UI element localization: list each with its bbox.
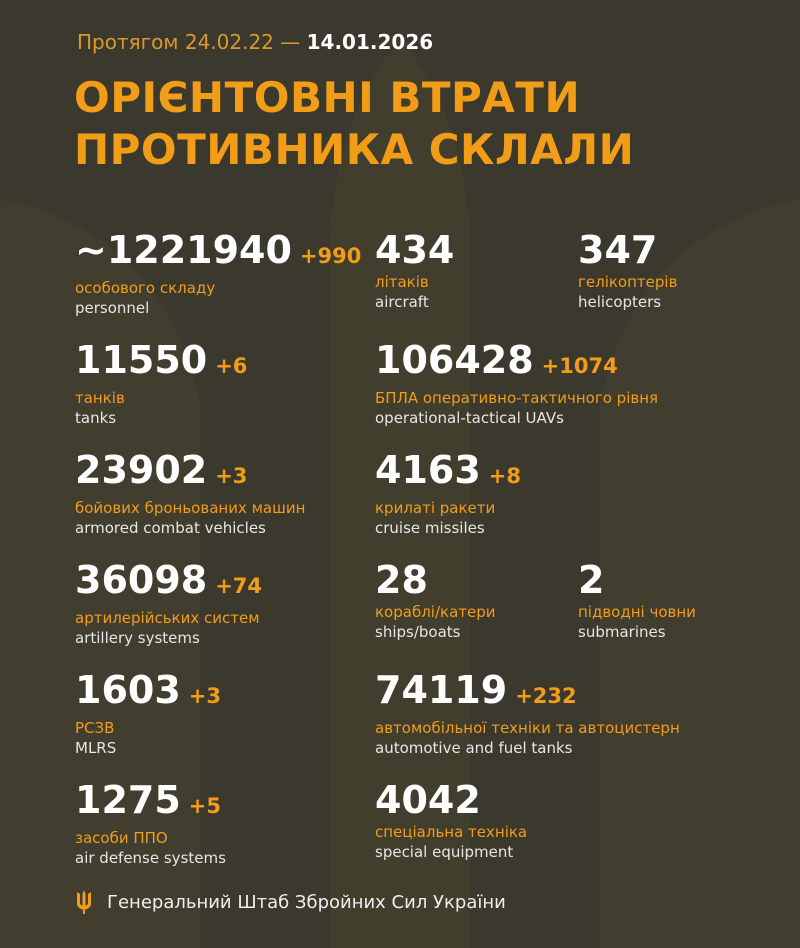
stat-label-en: special equipment <box>375 843 514 861</box>
period-end: 14.01.2026 <box>306 30 434 54</box>
title-line-1: ОРІЄНТОВНІ ВТРАТИ <box>74 73 581 122</box>
stat-label-ua: крилаті ракети <box>375 499 496 517</box>
stat-delta: +8 <box>488 464 521 488</box>
stat-number: 74119 <box>375 668 508 712</box>
stat-ships-boats: 28 кораблі/катери ships/boats <box>375 558 675 642</box>
stat-aircraft: 434 літаків aircraft <box>375 228 675 312</box>
stat-delta: +990 <box>299 244 362 268</box>
stat-value: 106428 +1074 <box>375 338 675 388</box>
period: Протягом 24.02.22 — 14.01.2026 <box>77 30 433 54</box>
stat-value: 11550 +6 <box>75 338 375 388</box>
stat-special-equipment: 4042 спеціальна техніка special equipmen… <box>375 778 675 862</box>
stat-number: 347 <box>578 228 658 272</box>
period-start: Протягом 24.02.22 — <box>77 30 301 54</box>
stat-label-ua: літаків <box>375 273 429 291</box>
stat-value: 4042 <box>375 778 675 822</box>
stat-label-en: automotive and fuel tanks <box>375 739 573 757</box>
footer: Генеральний Штаб Збройних Сил України <box>75 890 506 914</box>
stat-value: 347 <box>578 228 800 272</box>
stat-submarines: 2 підводні човни submarines <box>578 558 800 642</box>
stat-helicopters: 347 гелікоптерів helicopters <box>578 228 800 312</box>
stat-number: 1603 <box>75 668 181 712</box>
stat-label-en: cruise missiles <box>375 519 485 537</box>
stat-cruise-missiles: 4163 +8 крилаті ракети cruise missiles <box>375 448 675 538</box>
stat-value: 2 <box>578 558 800 602</box>
stat-label-en: helicopters <box>578 293 662 311</box>
page-title: ОРІЄНТОВНІ ВТРАТИ ПРОТИВНИКА СКЛАЛИ <box>74 72 634 176</box>
stat-label-en: operational-tactical UAVs <box>375 409 564 427</box>
stat-value: ~1221940 +990 <box>75 228 375 278</box>
stat-label-en: tanks <box>75 409 117 427</box>
stat-value: 23902 +3 <box>75 448 375 498</box>
stat-label-ua: особового складу <box>75 279 216 297</box>
stat-label-en: artillery systems <box>75 629 200 647</box>
stat-value: 1603 +3 <box>75 668 375 718</box>
stat-label-ua: засоби ППО <box>75 829 168 847</box>
stat-number: 2 <box>578 558 605 602</box>
stat-number: 106428 <box>375 338 534 382</box>
trident-icon <box>77 890 91 914</box>
footer-text: Генеральний Штаб Збройних Сил України <box>107 891 506 913</box>
stat-delta: +3 <box>188 684 221 708</box>
stat-number: ~1221940 <box>75 228 292 272</box>
stat-delta: +74 <box>215 574 263 598</box>
stat-tanks: 11550 +6 танків tanks <box>75 338 375 428</box>
stat-number: 4163 <box>375 448 481 492</box>
stat-personnel: ~1221940 +990 особового складу personnel <box>75 228 375 318</box>
stat-label-en: MLRS <box>75 739 117 757</box>
stat-label-en: air defense systems <box>75 849 226 867</box>
stat-delta: +3 <box>215 464 248 488</box>
stat-number: 1275 <box>75 778 181 822</box>
stat-number: 434 <box>375 228 455 272</box>
stat-delta: +5 <box>188 794 221 818</box>
stat-value: 4163 +8 <box>375 448 675 498</box>
stat-artillery-systems: 36098 +74 артилерійських систем artillery… <box>75 558 375 648</box>
stat-number: 23902 <box>75 448 208 492</box>
stat-label-ua: автомобільної техніки та автоцистерн <box>375 719 680 737</box>
stat-armored-combat-vehicles: 23902 +3 бойових броньованих машин armore… <box>75 448 375 538</box>
stat-label-ua: підводні човни <box>578 603 696 621</box>
stat-value: 36098 +74 <box>75 558 375 608</box>
stat-label-ua: кораблі/катери <box>375 603 496 621</box>
stat-label-ua: РСЗВ <box>75 719 115 737</box>
stat-delta: +1074 <box>541 354 618 378</box>
stat-value: 74119 +232 <box>375 668 675 718</box>
stat-value: 1275 +5 <box>75 778 375 828</box>
stat-label-en: submarines <box>578 623 666 641</box>
title-line-2: ПРОТИВНИКА СКЛАЛИ <box>74 125 635 174</box>
stat-number: 36098 <box>75 558 208 602</box>
stat-delta: +232 <box>515 684 577 708</box>
stat-number: 11550 <box>75 338 208 382</box>
stat-number: 28 <box>375 558 428 602</box>
stat-value: 434 <box>375 228 675 272</box>
stat-label-ua: спеціальна техніка <box>375 823 528 841</box>
stat-operational-tactical-uavs: 106428 +1074 БПЛА оперативно-тактичного р… <box>375 338 675 428</box>
stat-delta: +6 <box>215 354 248 378</box>
stat-label-ua: артилерійських систем <box>75 609 260 627</box>
stat-automotive-and-fuel-tanks: 74119 +232 автомобільної техніки та автоц… <box>375 668 680 758</box>
stat-label-ua: БПЛА оперативно-тактичного рівня <box>375 389 659 407</box>
stat-label-en: aircraft <box>375 293 429 311</box>
stat-air-defense-systems: 1275 +5 засоби ППО air defense systems <box>75 778 375 868</box>
stat-label-en: ships/boats <box>375 623 461 641</box>
stat-label-ua: танків <box>75 389 125 407</box>
stat-mlrs: 1603 +3 РСЗВ MLRS <box>75 668 375 758</box>
stat-value: 28 <box>375 558 675 602</box>
stat-label-ua: гелікоптерів <box>578 273 678 291</box>
stat-label-ua: бойових броньованих машин <box>75 499 306 517</box>
stat-number: 4042 <box>375 778 481 822</box>
stat-label-en: armored combat vehicles <box>75 519 266 537</box>
stat-label-en: personnel <box>75 299 150 317</box>
